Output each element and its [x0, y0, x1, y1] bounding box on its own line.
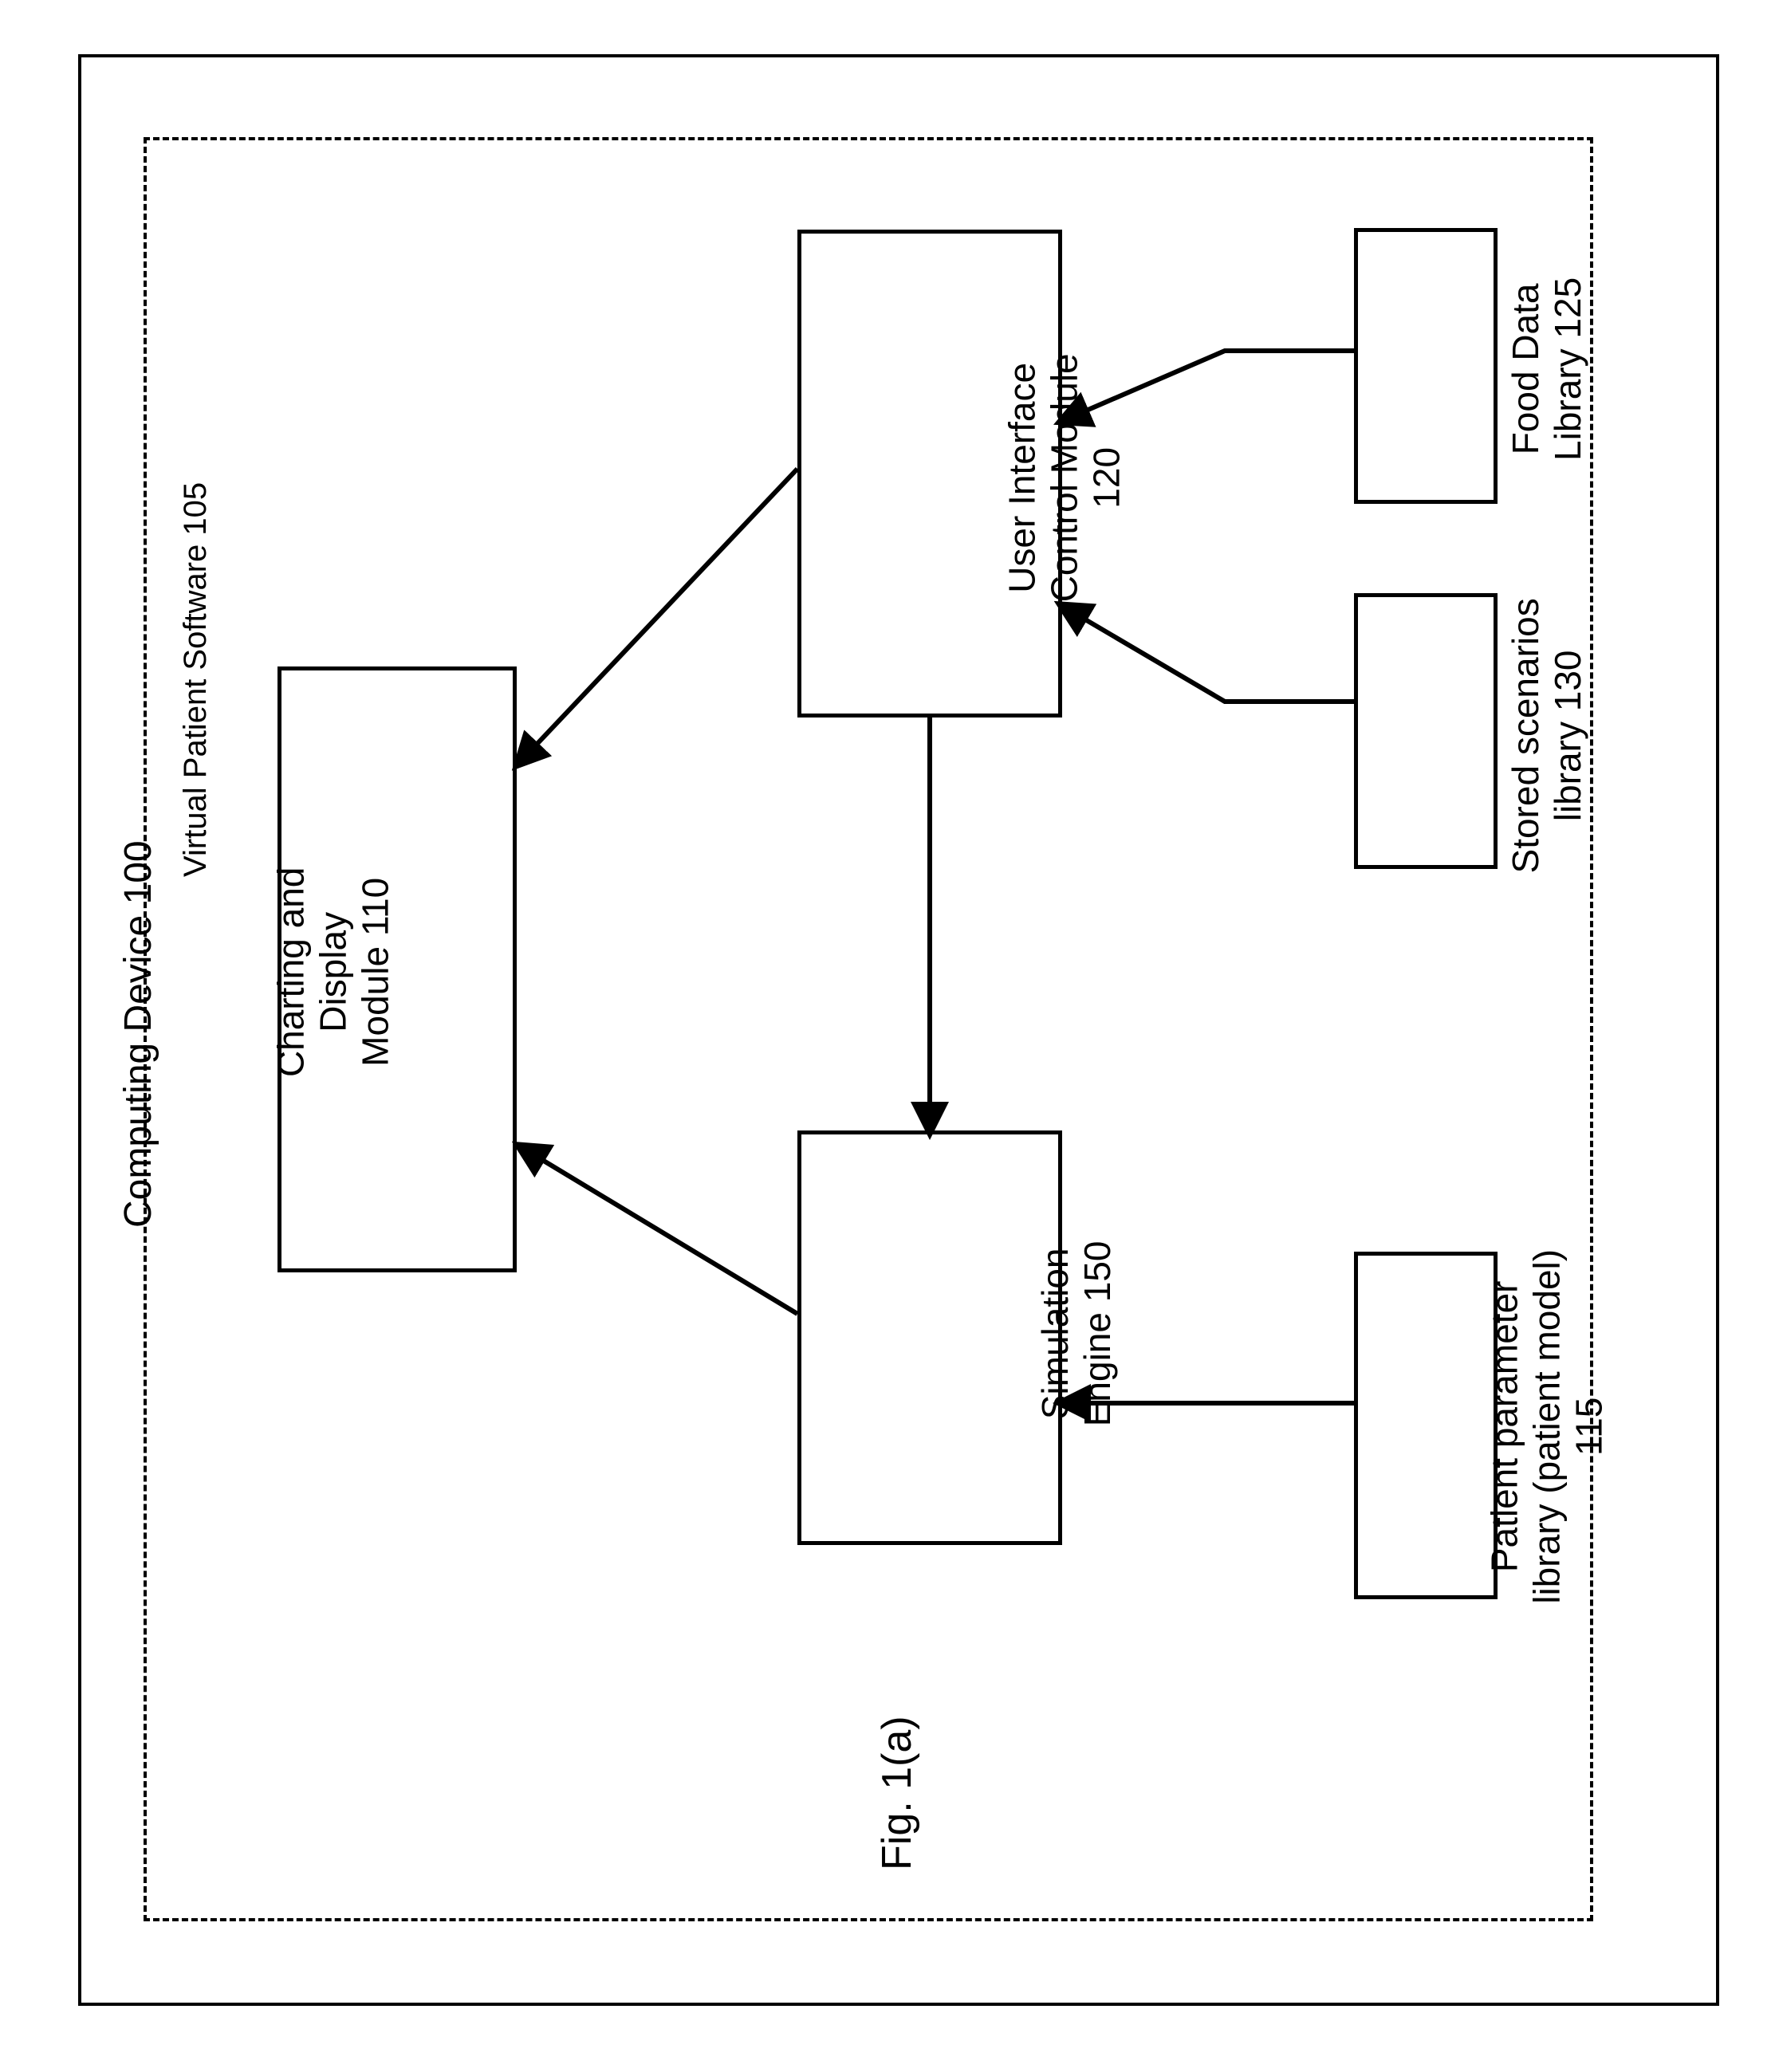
ui-control-module-label: User Interface Control Module 120: [1002, 334, 1128, 621]
simulation-engine-node: [797, 1130, 1062, 1545]
ui-line3: 120: [1085, 447, 1127, 509]
scen-line2: library 130: [1547, 651, 1588, 822]
food-line1: Food Data: [1505, 284, 1546, 455]
virtual-patient-software-label: Virtual Patient Software 105: [177, 482, 214, 877]
food-line2: Library 125: [1547, 277, 1588, 461]
pat-line2: library (patient model): [1526, 1249, 1568, 1604]
charting-display-module-label: Charting and Display Module 110: [270, 828, 397, 1115]
figure-label: Fig. 1(a): [874, 1716, 922, 1870]
ui-line1: User Interface: [1002, 363, 1043, 593]
charting-line2: Display: [313, 912, 354, 1032]
simulation-engine-label: Simulation Engine 150: [1034, 1214, 1119, 1453]
stored-scenarios-library-node: [1354, 593, 1498, 869]
scen-line1: Stored scenarios: [1505, 598, 1546, 873]
sim-line1: Simulation: [1034, 1248, 1076, 1420]
pat-line1: Patient parameter: [1484, 1281, 1525, 1573]
food-data-library-node: [1354, 228, 1498, 504]
food-data-library-label: Food Data Library 125: [1505, 258, 1589, 481]
ui-line2: Control Module: [1044, 353, 1085, 602]
sim-line2: Engine 150: [1076, 1241, 1118, 1427]
stored-scenarios-library-label: Stored scenarios library 130: [1505, 576, 1589, 895]
pat-line3: 115: [1568, 1398, 1609, 1456]
charting-line1: Charting and: [270, 867, 312, 1077]
charting-line3: Module 110: [354, 878, 396, 1067]
patient-parameter-library-label: Patient parameter library (patient model…: [1484, 1227, 1611, 1626]
patient-parameter-library-node: [1354, 1252, 1498, 1599]
